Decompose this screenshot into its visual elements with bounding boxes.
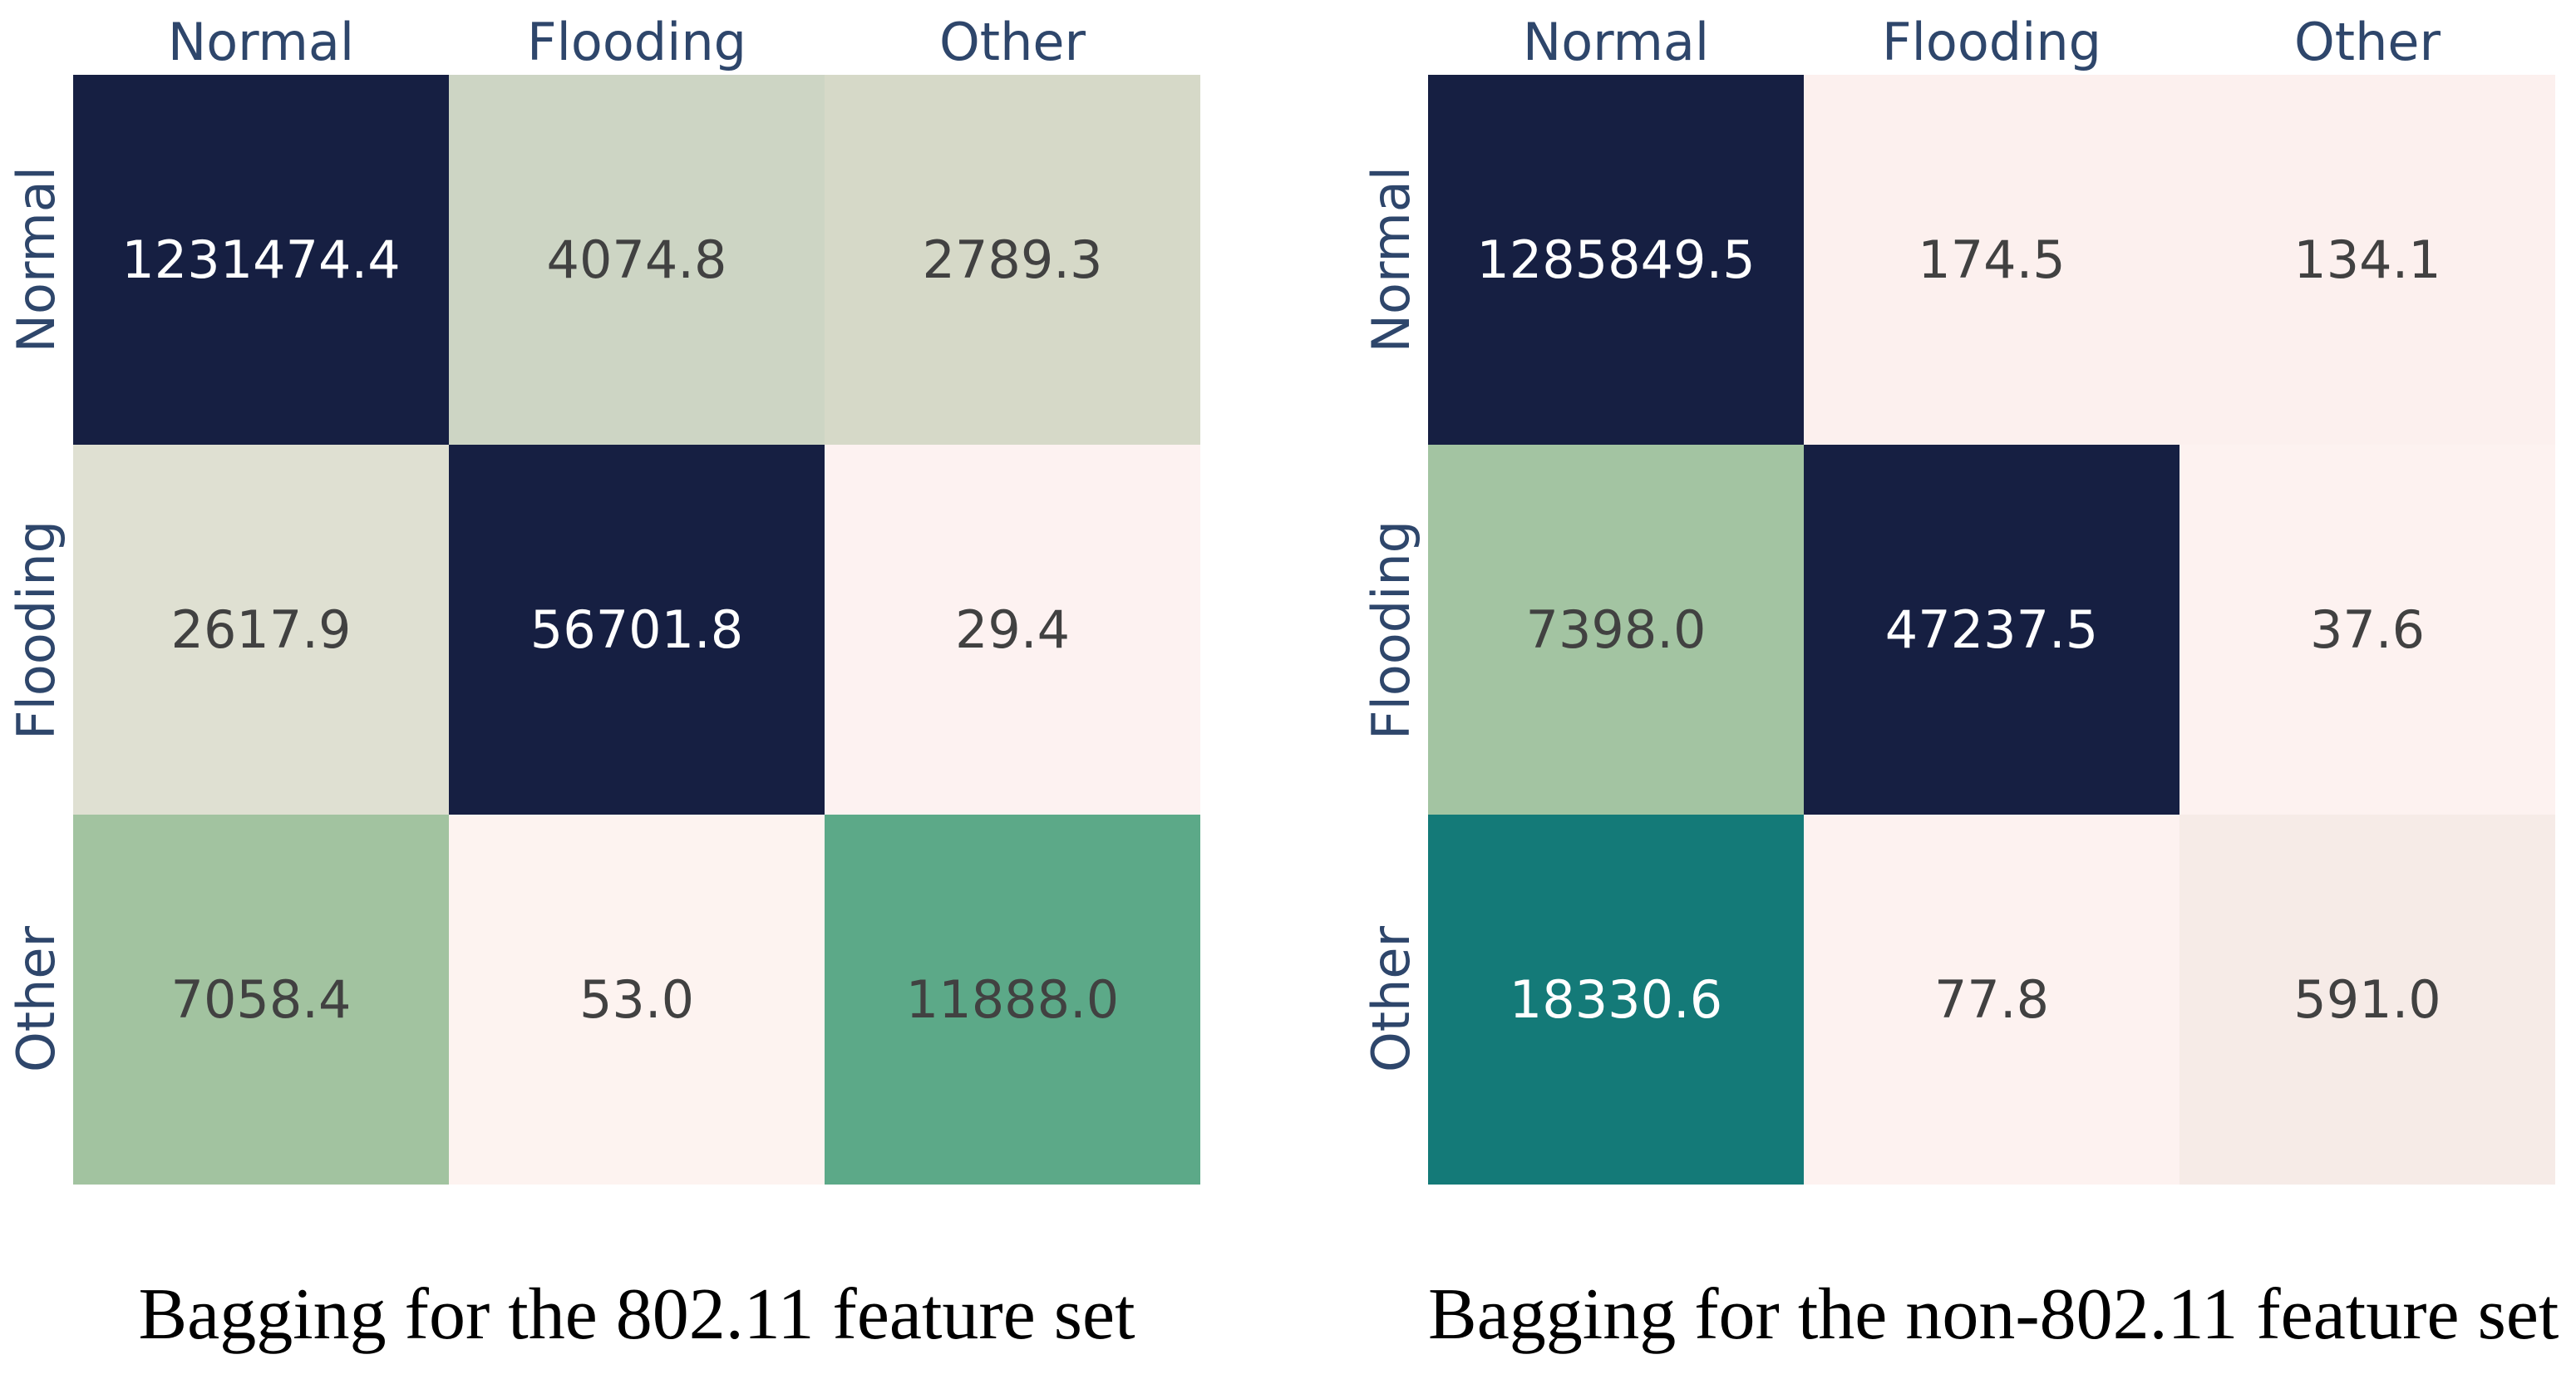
cell-value: 1285849.5: [1476, 229, 1756, 290]
cell-value: 47237.5: [1884, 598, 2099, 660]
row-header-other: Other: [1355, 815, 1428, 1185]
caption-80211: Bagging for the 802.11 feature set: [138, 1274, 1135, 1355]
confusion-matrix-figure: Normal Flooding Other Normal 1231474.4 4…: [0, 0, 2559, 1357]
cell-value: 134.1: [2293, 229, 2441, 290]
matrix-cell: 77.8: [1804, 815, 2180, 1185]
matrix-corner-spacer: [1355, 0, 1428, 75]
cell-value: 77.8: [1933, 968, 2050, 1030]
row-header-flooding: Flooding: [0, 445, 73, 815]
matrix-cell: 53.0: [449, 815, 825, 1185]
matrix-cell: 2789.3: [825, 75, 1200, 445]
matrix-cell: 7058.4: [73, 815, 449, 1185]
matrix-corner-spacer: [0, 0, 73, 75]
cell-value: 4074.8: [546, 229, 727, 290]
row-header-label: Flooding: [1361, 520, 1421, 740]
row-header-label: Other: [1361, 926, 1421, 1073]
matrix-cell: 29.4: [825, 445, 1200, 815]
cell-value: 29.4: [954, 598, 1071, 660]
col-header-other: Other: [938, 12, 1086, 72]
matrix-cell: 7398.0: [1428, 445, 1804, 815]
matrix-cell: 56701.8: [449, 445, 825, 815]
cell-value: 174.5: [1918, 229, 2066, 290]
cell-value: 2789.3: [922, 229, 1103, 290]
cell-value: 7398.0: [1525, 598, 1707, 660]
matrix-cell: 1285849.5: [1428, 75, 1804, 445]
col-header-normal: Normal: [1522, 12, 1710, 72]
panel-80211: Normal Flooding Other Normal 1231474.4 4…: [0, 0, 1200, 1357]
row-header-normal: Normal: [0, 75, 73, 445]
col-header-flooding: Flooding: [1882, 12, 2101, 72]
row-header-normal: Normal: [1355, 75, 1428, 445]
caption-non-80211: Bagging for the non-802.11 feature set: [1428, 1274, 2559, 1355]
matrix-cell: 18330.6: [1428, 815, 1804, 1185]
matrix-cell: 47237.5: [1804, 445, 2180, 815]
cell-value: 7058.4: [170, 968, 352, 1030]
row-header-label: Normal: [1361, 166, 1421, 353]
row-header-flooding: Flooding: [1355, 445, 1428, 815]
col-header-other: Other: [2293, 12, 2441, 72]
cell-value: 1231474.4: [121, 229, 401, 290]
cell-value: 11888.0: [905, 968, 1120, 1030]
row-header-other: Other: [0, 815, 73, 1185]
matrix-cell: 11888.0: [825, 815, 1200, 1185]
matrix-cell: 2617.9: [73, 445, 449, 815]
col-header-normal: Normal: [167, 12, 355, 72]
cell-value: 18330.6: [1509, 968, 1723, 1030]
row-header-label: Other: [6, 926, 66, 1073]
matrix-cell: 1231474.4: [73, 75, 449, 445]
panel-non-80211: Normal Flooding Other Normal 1285849.5 1…: [1355, 0, 2559, 1357]
matrix-cell: 591.0: [2180, 815, 2555, 1185]
cell-value: 591.0: [2293, 968, 2441, 1030]
matrix-cell: 174.5: [1804, 75, 2180, 445]
confusion-matrix-80211: Normal Flooding Other Normal 1231474.4 4…: [0, 0, 1200, 1185]
confusion-matrix-non-80211: Normal Flooding Other Normal 1285849.5 1…: [1355, 0, 2555, 1185]
cell-value: 37.6: [2309, 598, 2426, 660]
row-header-label: Normal: [6, 166, 66, 353]
cell-value: 56701.8: [529, 598, 744, 660]
matrix-cell: 37.6: [2180, 445, 2555, 815]
matrix-cell: 134.1: [2180, 75, 2555, 445]
row-header-label: Flooding: [6, 520, 66, 740]
cell-value: 53.0: [579, 968, 695, 1030]
cell-value: 2617.9: [170, 598, 352, 660]
col-header-flooding: Flooding: [527, 12, 746, 72]
matrix-cell: 4074.8: [449, 75, 825, 445]
